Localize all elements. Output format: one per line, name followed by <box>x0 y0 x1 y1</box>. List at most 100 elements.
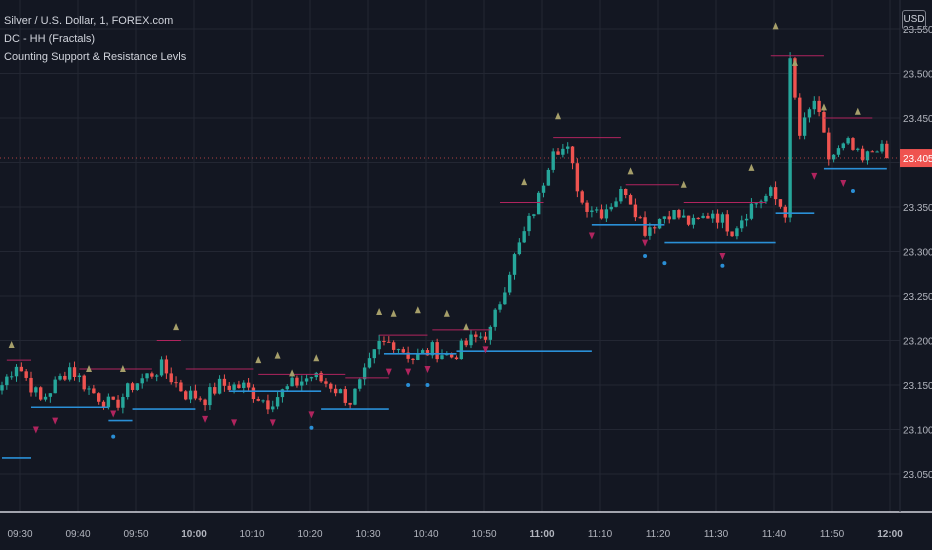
candle-body[interactable] <box>246 382 251 388</box>
candle-body[interactable] <box>595 209 599 211</box>
candle-body[interactable] <box>730 231 734 237</box>
candle-body[interactable] <box>217 378 222 394</box>
candle-body[interactable] <box>478 336 483 338</box>
candle-body[interactable] <box>551 151 555 170</box>
candle-body[interactable] <box>9 376 14 378</box>
candle-body[interactable] <box>77 375 82 378</box>
candle-body[interactable] <box>585 202 589 212</box>
candle-body[interactable] <box>503 292 507 305</box>
candle-body[interactable] <box>126 383 130 398</box>
candle-body[interactable] <box>140 378 144 384</box>
candle-body[interactable] <box>304 378 309 382</box>
candle-body[interactable] <box>387 341 391 343</box>
candle-body[interactable] <box>836 148 841 155</box>
candle-body[interactable] <box>846 138 850 144</box>
candle-body[interactable] <box>285 386 289 390</box>
candle-body[interactable] <box>24 371 28 378</box>
candle-body[interactable] <box>522 231 526 243</box>
candle-body[interactable] <box>619 188 623 202</box>
candle-body[interactable] <box>498 304 502 310</box>
candle-body[interactable] <box>788 58 792 218</box>
candle-body[interactable] <box>527 215 531 232</box>
candle-body[interactable] <box>599 209 604 219</box>
candle-body[interactable] <box>580 191 584 203</box>
candle-body[interactable] <box>29 377 33 393</box>
candle-body[interactable] <box>773 187 778 200</box>
candle-body[interactable] <box>309 377 314 379</box>
candle-body[interactable] <box>242 382 246 388</box>
candle-body[interactable] <box>875 151 879 153</box>
candle-body[interactable] <box>391 342 396 350</box>
candle-body[interactable] <box>116 399 120 408</box>
candle-body[interactable] <box>256 399 260 401</box>
candle-body[interactable] <box>111 396 115 400</box>
candle-body[interactable] <box>657 218 662 229</box>
candle-body[interactable] <box>232 384 236 390</box>
candle-body[interactable] <box>251 387 256 400</box>
candle-body[interactable] <box>155 375 159 377</box>
candle-body[interactable] <box>856 148 860 150</box>
candle-body[interactable] <box>624 188 628 196</box>
candle-body[interactable] <box>556 151 560 155</box>
candle-body[interactable] <box>662 216 667 219</box>
candle-body[interactable] <box>672 210 676 220</box>
candle-body[interactable] <box>449 353 454 358</box>
candle-body[interactable] <box>653 227 657 229</box>
candle-body[interactable] <box>764 195 768 202</box>
candle-body[interactable] <box>590 210 594 212</box>
candle-body[interactable] <box>362 367 367 380</box>
candle-body[interactable] <box>802 117 807 136</box>
candle-body[interactable] <box>469 334 473 346</box>
candle-body[interactable] <box>541 185 546 193</box>
candle-body[interactable] <box>817 100 821 113</box>
candle-body[interactable] <box>851 138 855 150</box>
candle-body[interactable] <box>213 387 217 394</box>
candle-body[interactable] <box>860 148 865 161</box>
candle-body[interactable] <box>546 169 551 186</box>
candle-body[interactable] <box>725 214 729 232</box>
candle-body[interactable] <box>34 387 38 393</box>
candle-body[interactable] <box>135 383 140 390</box>
candle-body[interactable] <box>198 398 202 400</box>
candle-body[interactable] <box>271 406 275 410</box>
candle-body[interactable] <box>885 143 889 159</box>
candle-body[interactable] <box>266 400 270 410</box>
candle-body[interactable] <box>565 146 570 149</box>
candle-body[interactable] <box>706 215 710 219</box>
indicator-fractals-label[interactable]: DC - HH (Fractals) <box>4 33 96 45</box>
candle-body[interactable] <box>711 213 715 219</box>
candle-body[interactable] <box>628 195 633 205</box>
candle-body[interactable] <box>464 340 468 346</box>
candle-body[interactable] <box>159 359 164 376</box>
candle-body[interactable] <box>401 349 406 353</box>
candle-body[interactable] <box>275 397 280 407</box>
candle-body[interactable] <box>870 151 874 153</box>
candle-body[interactable] <box>208 387 212 406</box>
candle-body[interactable] <box>648 227 652 236</box>
candle-body[interactable] <box>425 350 430 356</box>
candle-body[interactable] <box>348 402 352 405</box>
candle-body[interactable] <box>367 358 372 368</box>
candle-body[interactable] <box>411 358 415 361</box>
candle-body[interactable] <box>793 58 797 98</box>
candle-body[interactable] <box>67 367 72 380</box>
candle-body[interactable] <box>614 201 618 207</box>
candle-body[interactable] <box>396 349 401 351</box>
candle-body[interactable] <box>372 349 376 359</box>
candle-body[interactable] <box>314 372 318 378</box>
candle-body[interactable] <box>561 148 565 155</box>
candle-body[interactable] <box>536 192 541 215</box>
candle-body[interactable] <box>749 203 754 219</box>
candle-body[interactable] <box>812 100 816 110</box>
candle-body[interactable] <box>63 375 67 380</box>
candle-body[interactable] <box>778 199 783 207</box>
candle-body[interactable] <box>474 334 478 337</box>
candle-body[interactable] <box>237 384 241 388</box>
candle-body[interactable] <box>754 203 758 205</box>
candle-body[interactable] <box>459 340 464 360</box>
candle-body[interactable] <box>720 214 725 223</box>
candle-body[interactable] <box>609 206 613 210</box>
candle-body[interactable] <box>188 390 193 400</box>
